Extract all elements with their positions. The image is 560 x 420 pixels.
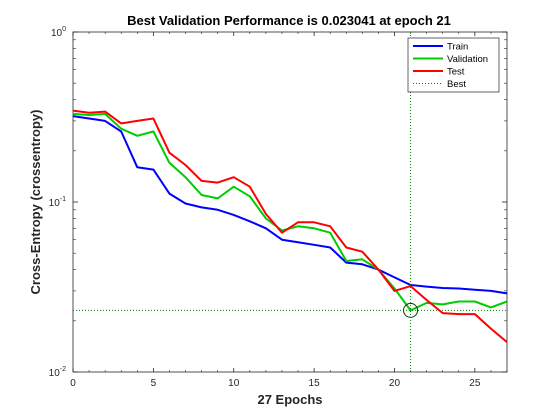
x-axis-label: 27 Epochs bbox=[257, 392, 322, 407]
x-tick-label: 5 bbox=[151, 378, 157, 389]
legend-label-validation: Validation bbox=[447, 54, 488, 65]
train-line bbox=[72, 115, 508, 295]
y-tick-label: 10-1 bbox=[49, 196, 66, 209]
y-tick-base: 10 bbox=[49, 198, 61, 209]
y-tick-base: 10 bbox=[49, 368, 61, 379]
x-tick-label: 15 bbox=[309, 378, 321, 389]
y-tick-exponent: -1 bbox=[60, 196, 66, 203]
y-tick-exponent: 0 bbox=[62, 26, 66, 33]
x-axis: 0 5 10 15 20 25 bbox=[70, 32, 508, 389]
x-tick-label: 20 bbox=[389, 378, 401, 389]
y-tick-exponent: -2 bbox=[60, 366, 66, 373]
test-line bbox=[72, 109, 508, 343]
x-tick-label: 25 bbox=[469, 378, 481, 389]
legend-label-test: Test bbox=[447, 67, 465, 78]
legend-label-train: Train bbox=[447, 42, 468, 53]
x-tick-label: 0 bbox=[70, 378, 76, 389]
series-layer bbox=[72, 109, 508, 343]
x-tick-label: 10 bbox=[228, 378, 240, 389]
best-point-marker bbox=[403, 302, 419, 318]
legend-label-best: Best bbox=[447, 79, 466, 90]
best-marker-layer bbox=[73, 32, 507, 372]
y-tick-label: 100 bbox=[51, 26, 66, 39]
y-axis-label: Cross-Entropy (crossentropy) bbox=[28, 110, 43, 295]
y-tick-label: 10-2 bbox=[49, 366, 66, 379]
y-tick-base: 10 bbox=[51, 28, 63, 39]
chart-title: Best Validation Performance is 0.023041 … bbox=[127, 13, 451, 28]
